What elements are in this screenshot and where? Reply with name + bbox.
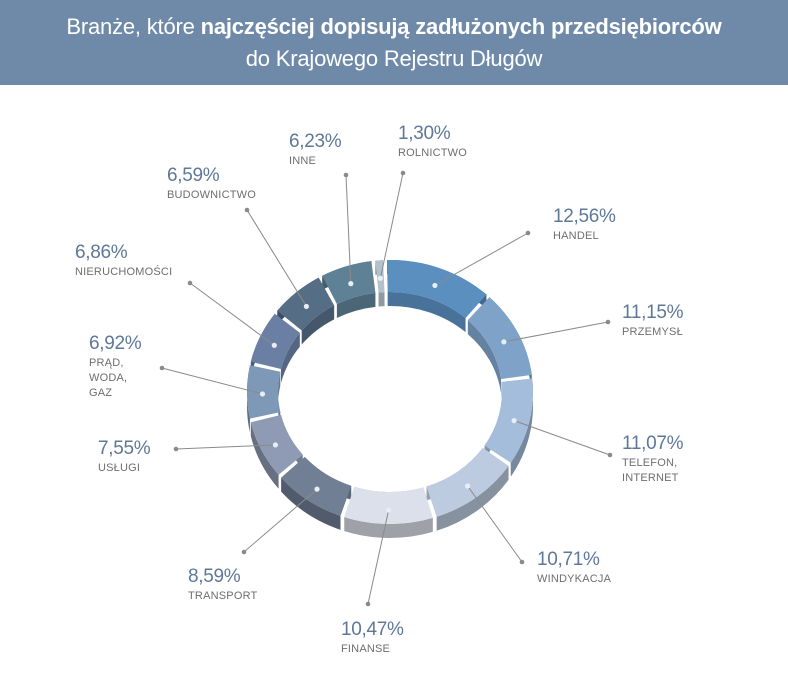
percent-label: 7,55% bbox=[98, 438, 151, 459]
percent-label: 10,71% bbox=[537, 549, 600, 570]
percent-label: 11,07% bbox=[622, 433, 684, 454]
slice-dot-handel bbox=[432, 282, 438, 289]
label-prąd-woda-gaz: 6,92% PRĄD, WODA, GAZ bbox=[89, 333, 142, 401]
leader-line-transport bbox=[243, 488, 318, 553]
percent-label: 6,86% bbox=[75, 242, 128, 263]
leader-line-windykacja bbox=[467, 485, 523, 563]
category-label: INNE bbox=[289, 155, 317, 167]
slice-inner-handel bbox=[387, 292, 466, 333]
slice-windykacja bbox=[426, 447, 509, 517]
slice-telefon-internet bbox=[484, 378, 533, 463]
label-usługi: 7,55% USŁUGI bbox=[98, 438, 151, 476]
chart-title-line2: do Krajowego Rejestru Długów bbox=[245, 46, 543, 71]
category-label: NIERUCHOMOŚCI bbox=[75, 266, 173, 278]
slice-inner-budownictwo bbox=[301, 305, 335, 345]
label-dot-inne bbox=[343, 172, 349, 178]
chart-title-line1: Branże, które najczęściej dopisują zadłu… bbox=[0, 14, 788, 40]
leader-line-rolnictwo bbox=[379, 172, 404, 279]
slice-dot-telefon-internet bbox=[511, 418, 517, 424]
leader-line-przemysł bbox=[503, 321, 609, 343]
label-nieruchomości: 6,86% NIERUCHOMOŚCI bbox=[75, 243, 172, 280]
category-label: TRANSPORT bbox=[188, 590, 258, 602]
slice-dot-usługi bbox=[272, 442, 279, 448]
label-dot-telefon-internet bbox=[607, 452, 613, 458]
title-bold-text: najczęściej dopisują zadłużonych przedsi… bbox=[200, 14, 722, 39]
category-label: TELEFON, INTERNET bbox=[622, 457, 679, 484]
slice-side-finanse bbox=[344, 517, 433, 539]
label-dot-prąd-woda-gaz bbox=[159, 365, 165, 371]
slice-inner-prąd-woda-gaz bbox=[278, 371, 281, 427]
label-handel: 12,56% HANDEL bbox=[553, 207, 616, 244]
slice-side-transport bbox=[281, 477, 341, 530]
slice-dot-przemysł bbox=[501, 339, 507, 345]
label-budownictwo: 6,59% BUDOWNICTWO bbox=[167, 166, 256, 203]
label-windykacja: 10,71% WINDYKACJA bbox=[537, 550, 611, 587]
leader-line-prąd-woda-gaz bbox=[161, 367, 263, 395]
slice-dot-prąd-woda-gaz bbox=[259, 391, 266, 397]
leader-line-budownictwo bbox=[246, 209, 307, 307]
slice-dot-nieruchomości bbox=[271, 342, 277, 348]
leader-line-telefon-internet bbox=[513, 420, 611, 456]
category-label: BUDOWNICTWO bbox=[167, 189, 256, 201]
slice-nieruchomości bbox=[250, 313, 300, 370]
slice-side-usługi bbox=[250, 422, 279, 489]
label-finanse: 10,47% FINANSE bbox=[341, 620, 404, 657]
label-dot-usługi bbox=[173, 446, 179, 452]
slice-dot-inne bbox=[348, 281, 354, 287]
percent-label: 8,59% bbox=[188, 566, 241, 587]
label-przemysł: 11,15% PRZEMYSŁ bbox=[622, 302, 684, 340]
slice-dot-rolnictwo bbox=[377, 275, 383, 281]
slice-side-telefon-internet bbox=[510, 378, 533, 477]
label-dot-handel bbox=[525, 230, 531, 236]
slice-przemysł bbox=[467, 297, 532, 380]
category-label: FINANSE bbox=[341, 643, 391, 655]
slice-transport bbox=[281, 456, 352, 516]
label-telefon-internet: 11,07% TELEFON, INTERNET bbox=[622, 433, 684, 486]
category-label: WINDYKACJA bbox=[537, 573, 612, 585]
leader-line-nieruchomości bbox=[189, 282, 275, 346]
slice-dot-windykacja bbox=[465, 483, 471, 489]
label-dot-finanse bbox=[365, 601, 371, 607]
leader-line-usługi bbox=[175, 444, 276, 450]
percent-label: 10,47% bbox=[341, 619, 404, 640]
slice-inner-rolnictwo bbox=[378, 292, 385, 307]
label-dot-transport bbox=[241, 549, 247, 555]
slice-finanse bbox=[344, 486, 433, 524]
category-label: PRZEMYSŁ bbox=[622, 326, 683, 338]
slice-side-windykacja bbox=[436, 465, 509, 531]
slice-handel bbox=[387, 260, 487, 319]
title-regular-text: Branże, które bbox=[66, 14, 201, 39]
label-inne: 6,23% INNE bbox=[289, 131, 342, 169]
label-dot-przemysł bbox=[605, 319, 611, 325]
slice-dot-finanse bbox=[386, 507, 392, 513]
slice-inner-inne bbox=[336, 292, 376, 318]
leader-line-inne bbox=[345, 174, 352, 284]
category-label: HANDEL bbox=[553, 230, 599, 242]
label-dot-rolnictwo bbox=[400, 170, 406, 176]
slice-inner-nieruchomości bbox=[280, 332, 300, 384]
label-transport: 8,59% TRANSPORT bbox=[188, 567, 257, 604]
percent-label: 6,92% bbox=[89, 333, 142, 354]
slice-dot-budownictwo bbox=[303, 303, 310, 310]
leader-line-handel bbox=[434, 232, 529, 286]
leader-lines bbox=[159, 170, 613, 607]
title-banner: Branże, które najczęściej dopisują zadłu… bbox=[0, 0, 788, 85]
percent-label: 12,56% bbox=[553, 206, 616, 227]
label-dot-windykacja bbox=[519, 559, 525, 565]
donut-tops bbox=[246, 260, 533, 524]
category-label: PRĄD, WODA, GAZ bbox=[89, 357, 128, 399]
percent-label: 1,30% bbox=[398, 123, 451, 144]
slice-dot-transport bbox=[314, 486, 320, 492]
slice-inner-przemysł bbox=[467, 320, 502, 394]
label-rolnictwo: 1,30% ROLNICTWO bbox=[398, 124, 467, 161]
percent-label: 11,15% bbox=[622, 302, 684, 323]
leader-line-finanse bbox=[367, 509, 390, 605]
percent-label: 6,59% bbox=[167, 165, 220, 186]
label-dot-budownictwo bbox=[244, 207, 250, 213]
percent-label: 6,23% bbox=[289, 131, 342, 152]
label-dot-nieruchomości bbox=[187, 280, 193, 286]
category-label: USŁUGI bbox=[98, 462, 141, 474]
category-label: ROLNICTWO bbox=[398, 147, 468, 159]
